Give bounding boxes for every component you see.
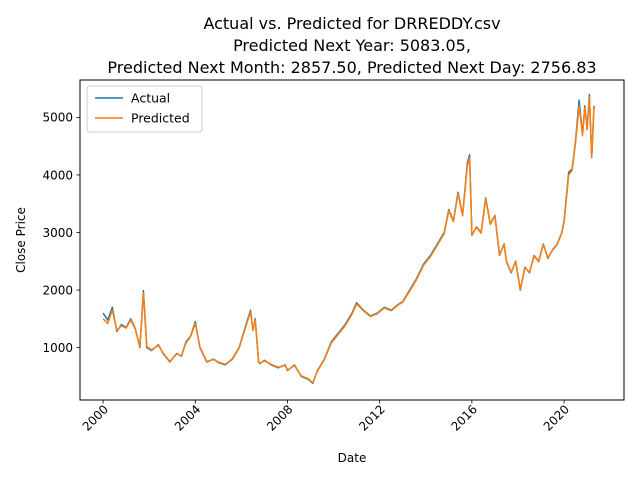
y-tick-label: 3000: [42, 226, 73, 240]
y-axis-ticks: 1000 2000 3000 4000 5000: [42, 111, 80, 355]
legend: Actual Predicted: [86, 85, 203, 133]
plot-frame: [79, 79, 625, 401]
legend-label-actual: Actual: [131, 91, 170, 106]
x-axis-label: Date: [338, 451, 367, 465]
chart-title-line-3: Predicted Next Month: 2857.50, Predicted…: [107, 58, 596, 77]
series-line-predicted: [102, 96, 595, 384]
series-layer: [102, 93, 595, 385]
y-tick-label: 5000: [42, 111, 73, 125]
y-tick-label: 2000: [42, 283, 73, 297]
y-tick-label: 4000: [42, 168, 73, 182]
chart-title-line-1: Actual vs. Predicted for DRREDDY.csv: [203, 14, 500, 33]
chart-title-line-2: Predicted Next Year: 5083.05,: [233, 36, 471, 55]
legend-label-predicted: Predicted: [131, 111, 190, 126]
y-axis-label: Close Price: [14, 207, 28, 273]
y-tick-label: 1000: [42, 341, 73, 355]
